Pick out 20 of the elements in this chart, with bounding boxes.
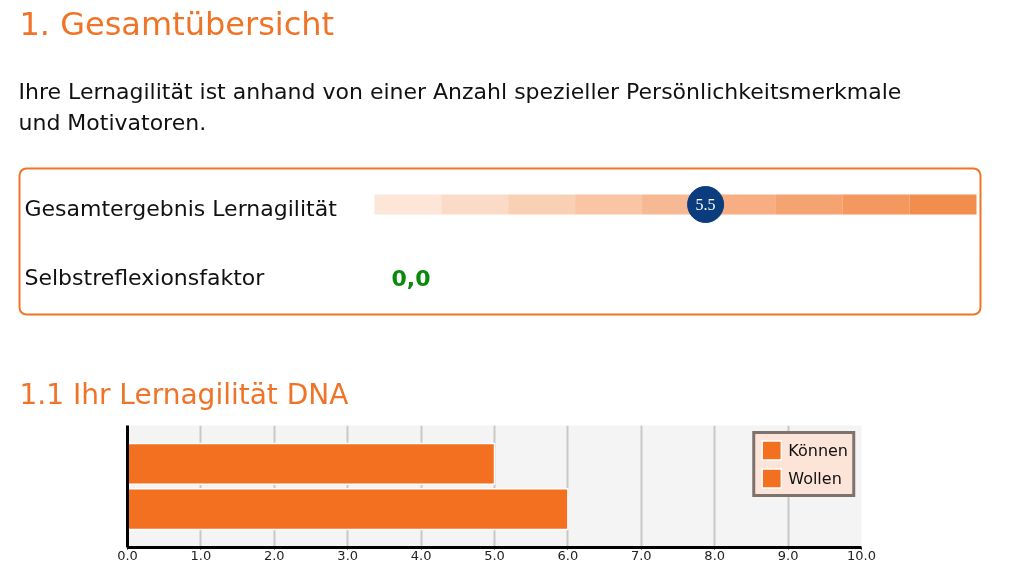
data-label: 0,0: [391, 265, 431, 291]
category-label: Selbstreflexionsfaktor: [24, 265, 266, 290]
category-label: Gesamtergebnis Lernagilität: [24, 196, 338, 221]
x-tick-label: 3.0: [337, 547, 359, 563]
chart-title: 1.1 Ihr Lernagilität DNA: [19, 377, 349, 411]
x-tick-label: 2.0: [263, 547, 285, 563]
x-tick-label: 5.0: [484, 547, 505, 563]
legend-label: Können: [788, 440, 848, 460]
legend-label: Wollen: [788, 468, 842, 488]
x-tick-label: 10.0: [847, 547, 876, 563]
x-tick-label: 8.0: [704, 547, 726, 563]
x-tick-label: 7.0: [630, 547, 652, 563]
data-label: 5.5: [695, 196, 716, 213]
x-tick-label: 4.0: [410, 547, 432, 563]
x-tick-label: 0.0: [117, 547, 138, 563]
text: 1. Gesamtübersicht: [19, 4, 335, 43]
x-tick-label: 6.0: [557, 547, 579, 563]
x-tick-label: 1.0: [190, 547, 212, 563]
x-tick-label: 9.0: [777, 547, 799, 563]
text: Ihre Lernagilität ist anhand von einer Anzahl spezieller Persönlichkeitsmerkmale und Motivatoren.: [18, 79, 902, 135]
